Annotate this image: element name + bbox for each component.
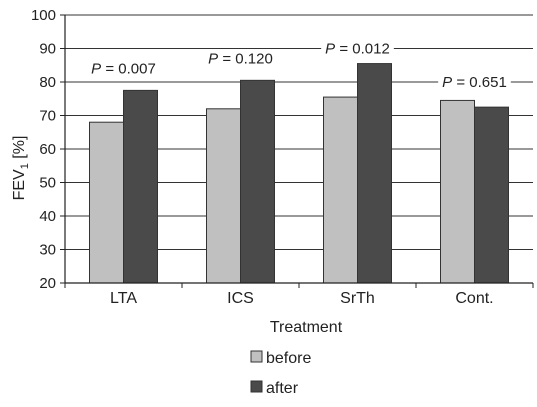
y-tick-label: 100	[31, 7, 56, 24]
x-tick-label: Cont.	[455, 290, 493, 307]
p-value-annotation-cont: P = 0.651	[442, 74, 507, 91]
annotation-bg	[204, 49, 277, 68]
x-tick-label: SrTh	[340, 290, 375, 307]
y-tick-label: 40	[39, 208, 56, 225]
bar-cont-before	[440, 99, 475, 284]
y-tick-label: 50	[39, 175, 56, 192]
p-value-annotation-srth: P = 0.012	[325, 41, 390, 58]
bar-ics-before	[206, 108, 241, 284]
p-label: P	[91, 61, 101, 78]
y-axis-title: FEV1 [%]	[11, 136, 31, 201]
x-tick-label: ICS	[227, 290, 254, 307]
p-value-annotation-ics: P = 0.120	[208, 51, 273, 68]
y-axis-title-subscript: 1	[19, 163, 31, 169]
x-tick-labels: LTA ICS SrTh Cont.	[110, 290, 494, 307]
annotation-bg	[438, 73, 511, 91]
p-value: = 0.012	[335, 41, 390, 58]
legend: before after	[250, 350, 311, 397]
y-axis-title-main: FEV	[11, 169, 28, 200]
annotation-bg	[87, 59, 160, 78]
y-tick-label: 70	[39, 108, 56, 125]
legend-label-after: after	[266, 380, 299, 397]
legend-swatch-after	[250, 380, 263, 393]
p-label: P	[208, 51, 218, 68]
bar-srth-after	[357, 63, 392, 284]
p-value: = 0.120	[218, 51, 273, 68]
p-label: P	[442, 74, 452, 91]
bar-ics-after	[240, 79, 275, 284]
x-tick-label: LTA	[110, 290, 137, 307]
p-value: = 0.007	[101, 61, 156, 78]
y-tick-label: 20	[39, 275, 56, 292]
bar-cont-after	[474, 106, 509, 284]
bar-srth-before	[323, 96, 358, 284]
legend-label-before: before	[266, 350, 311, 367]
p-label: P	[325, 41, 335, 58]
p-value-annotation-lta: P = 0.007	[91, 61, 156, 78]
x-axis-title: Treatment	[270, 319, 343, 336]
p-value: = 0.651	[452, 74, 507, 91]
y-tick-label: 80	[39, 74, 56, 91]
bar-lta-after	[123, 89, 158, 284]
bar-lta-before	[89, 121, 124, 284]
legend-swatch-before	[250, 350, 263, 363]
y-tick-label: 90	[39, 41, 56, 58]
y-tick-labels: 20 30 40 50 60 70 80 90 100	[31, 7, 56, 292]
annotation-backgrounds	[87, 39, 511, 91]
y-tick-label: 60	[39, 141, 56, 158]
axes	[60, 14, 534, 288]
y-tick-label: 30	[39, 242, 56, 259]
annotation-bg	[321, 39, 394, 58]
bars	[89, 63, 509, 284]
y-axis-title-unit: [%]	[11, 136, 28, 164]
